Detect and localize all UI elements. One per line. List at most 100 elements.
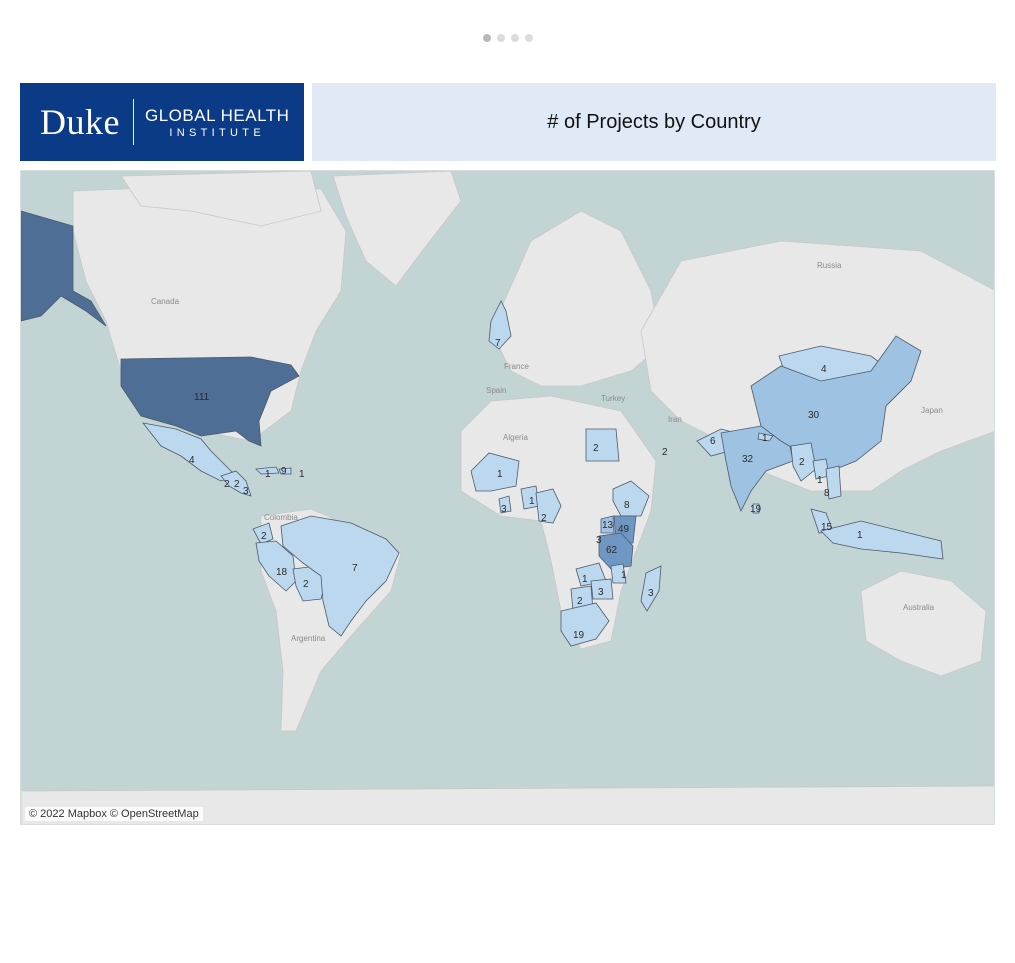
- count-peru: 18: [276, 567, 288, 578]
- count-botswana: 2: [577, 596, 583, 607]
- country-nepal: [757, 432, 774, 442]
- count-nepal: 1: [762, 433, 768, 444]
- count-united-kingdom: 7: [495, 338, 501, 349]
- country-sri-lanka: [752, 503, 760, 514]
- count-myanmar: 2: [799, 457, 805, 468]
- count-mexico: 4: [189, 455, 195, 466]
- country-central-america: [220, 470, 252, 497]
- shaded-countries: [21, 210, 944, 647]
- page-dot-1[interactable]: [483, 34, 491, 42]
- country-ecuador: [252, 522, 274, 545]
- count-liberia: 3: [501, 504, 507, 515]
- count-kenya: 49: [618, 524, 630, 535]
- label-algeria: Algeria: [503, 433, 528, 442]
- count-uae: 2: [662, 447, 668, 458]
- count-guatemala: 2: [224, 479, 230, 490]
- country-uganda: [600, 515, 615, 534]
- count-zimbabwe: 3: [598, 587, 604, 598]
- country-cuba: [255, 466, 280, 475]
- count-pakistan: 6: [710, 436, 716, 447]
- count-laos: 1: [817, 475, 823, 486]
- count-ecuador: 2: [261, 531, 267, 542]
- label-russia: Russia: [817, 261, 842, 270]
- dashboard-title-box: # of Projects by Country: [312, 83, 996, 161]
- count-brazil: 7: [352, 563, 358, 574]
- label-turkey: Turkey: [601, 394, 625, 403]
- world-map[interactable]: Canada Russia France Spain Turkey Algeri…: [20, 170, 995, 825]
- count-sri-lanka: 19: [750, 504, 762, 515]
- count-honduras: 2: [234, 479, 240, 490]
- count-ethiopia: 8: [624, 500, 630, 511]
- country-south-africa: [560, 602, 610, 647]
- canada-arctic: [120, 171, 322, 227]
- count-rwanda: 3: [596, 535, 602, 546]
- count-nicaragua: 3: [243, 486, 249, 497]
- count-nigeria: 2: [541, 513, 547, 524]
- page-dot-2[interactable]: [497, 34, 505, 42]
- map-attribution[interactable]: © 2022 Mapbox © OpenStreetMap: [25, 807, 203, 821]
- country-brazil: [280, 515, 400, 637]
- label-spain: Spain: [486, 386, 506, 395]
- country-united-states: [120, 356, 300, 447]
- duke-ghi-logo: Duke GLOBAL HEALTH INSTITUTE: [20, 83, 304, 161]
- count-malaysia: 15: [821, 522, 833, 533]
- label-argentina: Argentina: [291, 634, 326, 643]
- count-bolivia: 2: [303, 579, 309, 590]
- logo-divider: [132, 99, 134, 145]
- count-haiti: 9: [281, 466, 287, 477]
- base-map-labels: Canada Russia France Spain Turkey Algeri…: [151, 261, 943, 643]
- logo-line-1: GLOBAL HEALTH: [144, 105, 290, 125]
- country-ethiopia: [612, 480, 650, 517]
- label-iran: Iran: [668, 415, 682, 424]
- count-tanzania: 62: [606, 545, 618, 556]
- country-zimbabwe: [590, 578, 614, 600]
- label-canada: Canada: [151, 297, 180, 306]
- count-south-africa: 19: [573, 630, 585, 641]
- label-australia: Australia: [903, 603, 935, 612]
- page-dot-3[interactable]: [511, 34, 519, 42]
- count-united-states: 111: [194, 392, 210, 403]
- country-peru: [255, 540, 297, 592]
- count-mongolia: 4: [821, 364, 827, 375]
- country-united-kingdom: [488, 300, 512, 350]
- dashboard-title: # of Projects by Country: [547, 110, 761, 133]
- map-canvas[interactable]: Canada Russia France Spain Turkey Algeri…: [21, 171, 995, 825]
- count-mali: 1: [497, 469, 503, 480]
- count-india: 32: [742, 454, 754, 465]
- country-tanzania: [598, 532, 634, 570]
- greenland: [332, 171, 462, 287]
- page-dot-4[interactable]: [525, 34, 533, 42]
- label-colombia: Colombia: [264, 513, 298, 522]
- count-china: 30: [808, 410, 820, 421]
- page-indicator: [483, 34, 533, 42]
- country-liberia: [498, 495, 512, 514]
- logo-institute-name: GLOBAL HEALTH INSTITUTE: [145, 106, 289, 139]
- country-madagascar: [640, 565, 662, 612]
- count-malawi: 1: [621, 570, 627, 581]
- country-indonesia: [820, 520, 944, 560]
- count-zambia: 1: [582, 574, 588, 585]
- logo-wordmark: Duke: [40, 102, 120, 142]
- count-cuba: 1: [265, 469, 271, 480]
- country-malawi: [610, 563, 627, 584]
- country-nigeria: [535, 488, 562, 524]
- country-haiti: [278, 467, 292, 475]
- country-china: [750, 335, 922, 472]
- logo-line-2: INSTITUTE: [169, 126, 265, 139]
- label-france: France: [504, 362, 529, 371]
- count-indonesia: 1: [857, 530, 863, 541]
- country-egypt: [585, 428, 620, 462]
- country-myanmar: [790, 442, 817, 482]
- count-vietnam: 8: [824, 488, 830, 499]
- australia: [860, 570, 987, 677]
- country-alaska: [21, 210, 107, 327]
- country-vietnam: [825, 465, 842, 500]
- count-uganda: 13: [602, 520, 614, 531]
- count-ghana: 1: [529, 496, 535, 507]
- country-mali: [470, 452, 520, 492]
- project-count-labels: 111 4 2 2 3 1 9 1 2 18 2 7 7 1 3 1 2 2 2…: [189, 338, 863, 641]
- antarctica: [21, 785, 994, 824]
- count-madagascar: 3: [648, 588, 654, 599]
- label-japan: Japan: [921, 406, 943, 415]
- count-dominican-republic: 1: [299, 469, 305, 480]
